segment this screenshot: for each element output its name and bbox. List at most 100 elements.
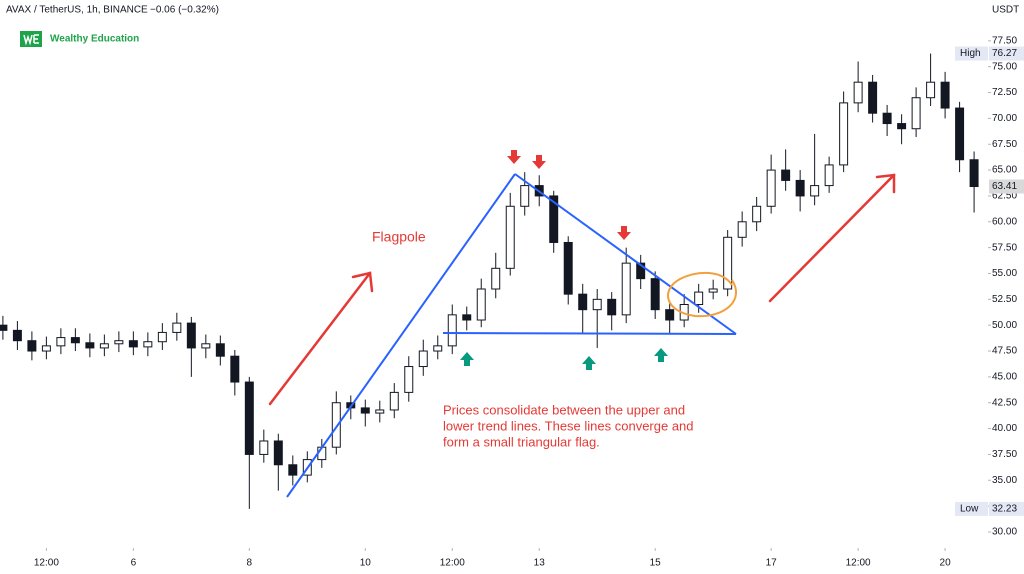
x-tick-label: 8 xyxy=(247,558,253,569)
up-arrow xyxy=(582,356,596,370)
candle-body xyxy=(752,205,762,223)
x-tick-label: 17 xyxy=(766,558,778,569)
candle-body xyxy=(404,366,414,393)
y-tick-label: 77.50 xyxy=(992,35,1017,46)
candle-body xyxy=(549,195,559,243)
candle-body xyxy=(157,331,167,343)
y-tick-label: 50.00 xyxy=(992,320,1017,331)
y-tick-label: 60.00 xyxy=(992,216,1017,227)
candle-body xyxy=(85,342,95,349)
candle-body xyxy=(375,409,385,414)
upper-trend-line xyxy=(286,173,516,498)
candle-body xyxy=(969,159,979,188)
candle-body xyxy=(360,407,370,414)
candle-body xyxy=(694,291,704,306)
y-tick-label: 65.00 xyxy=(992,165,1017,176)
y-tick-label: 30.00 xyxy=(992,527,1017,538)
brand-logo-mark xyxy=(23,34,39,46)
candle-body xyxy=(897,123,907,130)
y-tick-label: 52.50 xyxy=(992,294,1017,305)
candle-body xyxy=(70,337,80,344)
high-label-box xyxy=(955,46,988,61)
candle-body xyxy=(244,381,254,455)
lower-trend-line xyxy=(442,332,737,335)
candle-body xyxy=(592,298,602,311)
candle-body xyxy=(418,350,428,368)
brand-name: Wealthy Education xyxy=(50,34,139,45)
candle-body xyxy=(462,314,472,321)
candle-body xyxy=(839,102,849,166)
low-value-box xyxy=(989,501,1024,516)
candle-body xyxy=(186,322,196,349)
candle-body xyxy=(853,81,863,104)
y-tick-label: 45.00 xyxy=(992,372,1017,383)
y-tick-label: 47.50 xyxy=(992,346,1017,357)
candle-body xyxy=(259,440,269,455)
candles xyxy=(0,53,979,509)
candle-body xyxy=(331,402,341,448)
x-tick-label: 20 xyxy=(940,558,952,569)
x-tick-label: 15 xyxy=(650,558,662,569)
candle-body xyxy=(665,309,675,321)
y-tick-label: 42.50 xyxy=(992,397,1017,408)
candle-body xyxy=(215,343,225,357)
candle-body xyxy=(0,324,8,331)
y-tick-label: 70.00 xyxy=(992,113,1017,124)
x-tick-label: 10 xyxy=(360,558,372,569)
y-tick-label: 62.50 xyxy=(992,191,1017,202)
candle-body xyxy=(201,343,211,349)
note-line: lower trend lines. These lines converge … xyxy=(443,418,694,433)
currency-label: USDT xyxy=(992,5,1019,16)
candle-body xyxy=(824,164,834,187)
down-markers xyxy=(507,150,631,240)
candle-body xyxy=(505,205,515,269)
candle-body xyxy=(172,322,182,333)
low-label: Low xyxy=(960,504,979,515)
candle-body xyxy=(911,97,921,130)
x-tick-label: 12:00 xyxy=(440,558,465,569)
y-tick-label: 57.50 xyxy=(992,242,1017,253)
x-tick-label: 6 xyxy=(131,558,137,569)
candle-body xyxy=(636,262,646,280)
y-tick-label: 40.00 xyxy=(992,423,1017,434)
candle-body xyxy=(578,293,588,311)
candle-body xyxy=(273,440,283,466)
candle-body xyxy=(926,81,936,99)
low-value: 32.23 xyxy=(992,504,1017,515)
candle-body xyxy=(940,81,950,109)
arrow-shaft xyxy=(768,173,896,303)
x-tick-label: 13 xyxy=(534,558,546,569)
candle-body xyxy=(650,278,660,311)
down-arrow xyxy=(507,150,521,164)
candle-body xyxy=(491,267,501,290)
candle-body xyxy=(476,288,486,321)
candle-body xyxy=(882,112,892,125)
candle-body xyxy=(723,236,733,290)
candle-body xyxy=(520,185,530,207)
y-tick-label: 67.50 xyxy=(992,139,1017,150)
candle-body xyxy=(12,329,22,342)
high-value-box xyxy=(989,46,1024,61)
candle-body xyxy=(114,340,124,345)
y-tick-label: 35.00 xyxy=(992,475,1017,486)
breakout-circle xyxy=(667,271,738,318)
up-arrow xyxy=(654,348,668,362)
candle-body xyxy=(810,185,820,197)
candle-body xyxy=(607,298,617,316)
candle-body xyxy=(56,337,66,347)
x-tick-label: 12:00 xyxy=(34,558,59,569)
upper-trend-line xyxy=(514,173,737,335)
candle-body xyxy=(41,345,51,352)
candle-body xyxy=(288,464,298,476)
y-tick-label: 55.00 xyxy=(992,268,1017,279)
candle-body xyxy=(563,241,573,295)
candle-body xyxy=(781,169,791,181)
candle-body xyxy=(99,343,109,349)
trend-arrows xyxy=(268,173,896,406)
candle-body xyxy=(766,169,776,207)
low-label-box xyxy=(955,501,988,516)
candle-body xyxy=(955,107,965,161)
note-line: form a small triangular flag. xyxy=(443,434,600,449)
